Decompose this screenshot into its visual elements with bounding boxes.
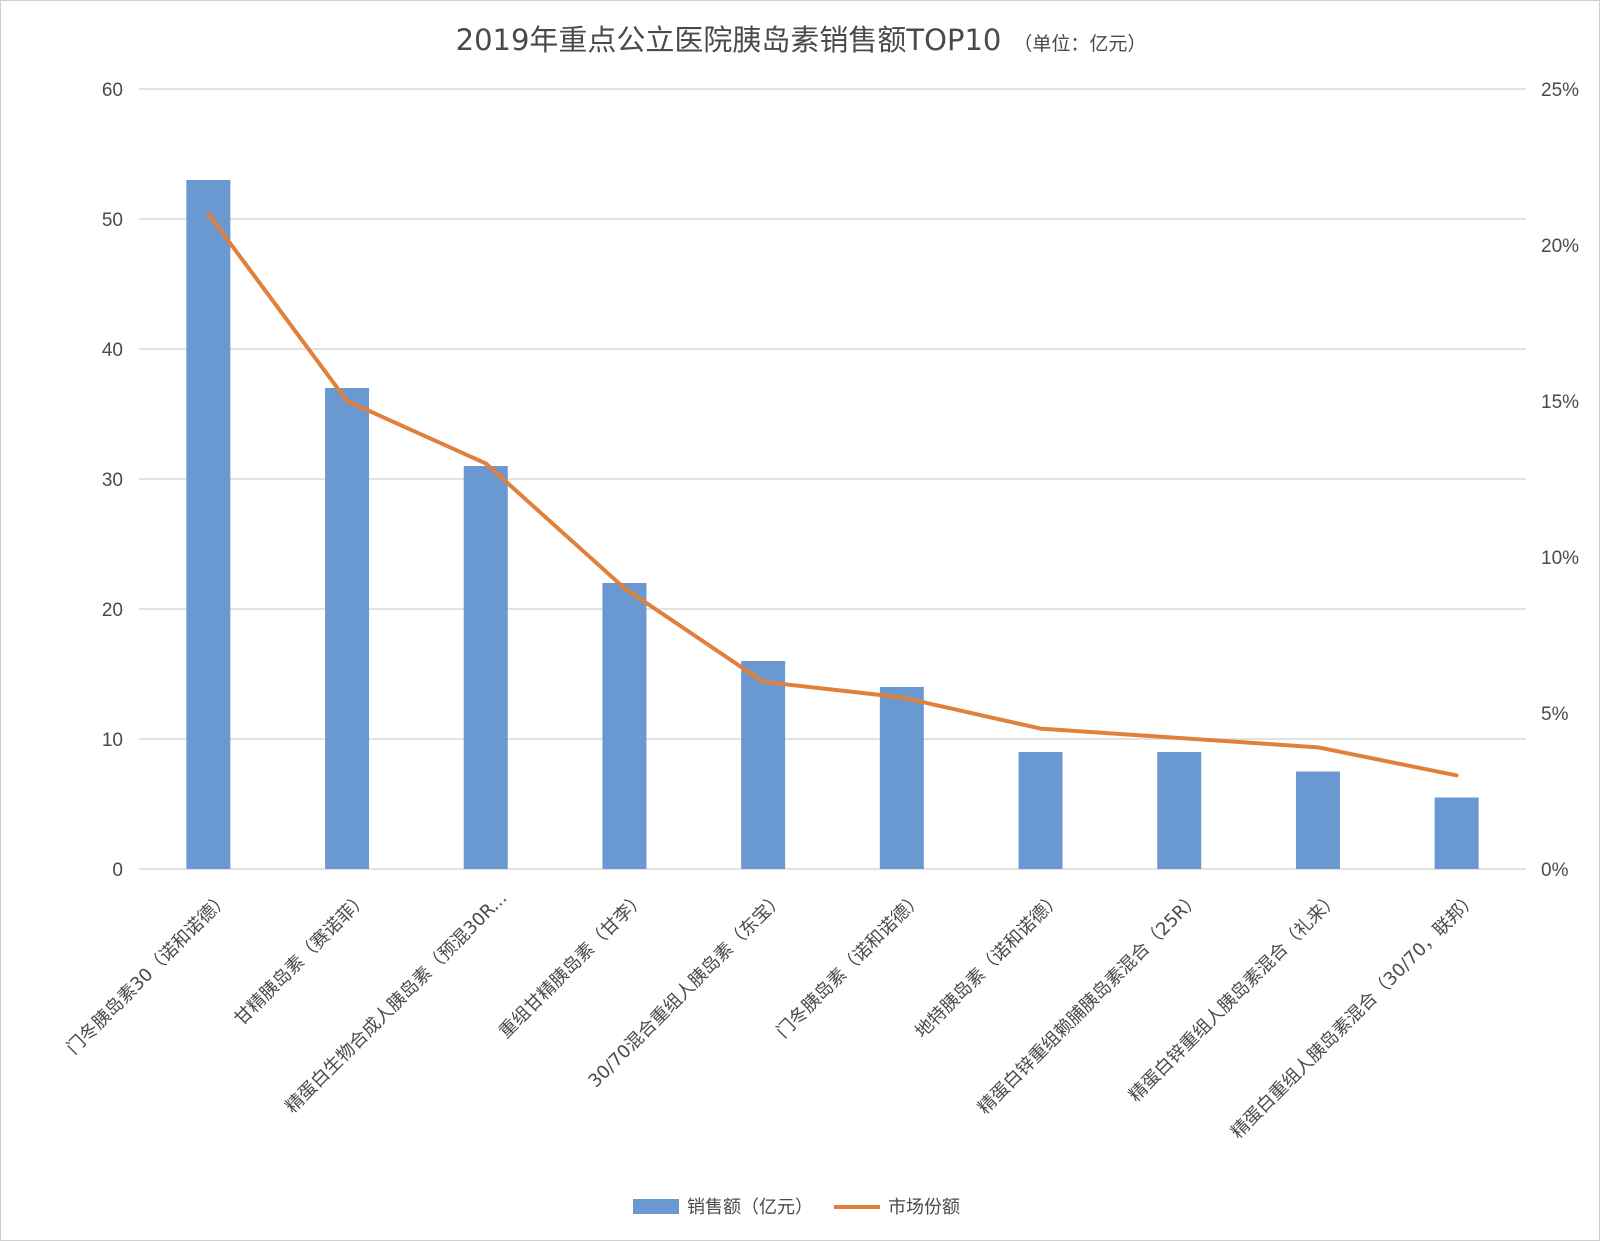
right-tick-label: 0% (1541, 860, 1569, 881)
bar (325, 388, 370, 869)
legend: 销售额（亿元） 市场份额 (633, 1197, 960, 1218)
legend-swatch-sales (633, 1199, 679, 1214)
share-line (206, 211, 1459, 778)
left-tick-label: 0 (112, 860, 123, 881)
category-label: 门冬胰岛素（诺和诺德） (773, 888, 928, 1043)
bar (879, 687, 924, 869)
left-tick-label: 10 (102, 730, 123, 751)
category-label: 精蛋白锌重组赖脯胰岛素混合（25R） (974, 888, 1205, 1119)
left-tick-label: 60 (102, 80, 123, 101)
svg-text:2019年重点公立医院胰岛素销售额TOP10: 2019年重点公立医院胰岛素销售额TOP10 （单位：亿元） (456, 23, 1147, 57)
category-labels: 门冬胰岛素30（诺和诺德）甘精胰岛素（赛诺菲）精蛋白生物合成人胰岛素（预混30R… (63, 888, 1482, 1143)
right-tick-label: 5% (1541, 704, 1569, 725)
chart-title-unit: （单位：亿元） (1013, 33, 1146, 55)
right-axis: 0% 5% 10% 15% 20% 25% (1541, 80, 1579, 881)
category-label: 甘精胰岛素（赛诺菲） (230, 888, 372, 1030)
chart-title: 2019年重点公立医院胰岛素销售额TOP10 （单位：亿元） (456, 23, 1147, 57)
right-tick-label: 20% (1541, 236, 1579, 257)
right-tick-label: 15% (1541, 392, 1579, 413)
category-label: 精蛋白重组人胰岛素混合（30/70，联邦） (1227, 888, 1482, 1143)
right-tick-label: 10% (1541, 548, 1579, 569)
left-tick-label: 20 (102, 600, 123, 621)
left-axis: 0 10 20 30 40 50 60 (102, 80, 123, 881)
left-tick-label: 40 (102, 340, 123, 361)
bar-series (186, 180, 1479, 869)
category-label: 门冬胰岛素30（诺和诺德） (63, 888, 234, 1059)
bar (1157, 752, 1202, 869)
category-label: 地特胰岛素（诺和诺德） (911, 888, 1066, 1043)
category-label: 精蛋白生物合成人胰岛素（预混30R... (282, 888, 512, 1118)
legend-label-share: 市场份额 (888, 1197, 960, 1218)
bar (741, 661, 786, 869)
bar (602, 583, 647, 869)
bar (186, 180, 231, 869)
bar (463, 466, 508, 869)
gridlines (139, 88, 1526, 870)
bar (1434, 797, 1479, 869)
left-tick-label: 30 (102, 470, 123, 491)
bar (1295, 771, 1340, 869)
chart-title-main: 2019年重点公立医院胰岛素销售额TOP10 (456, 23, 1002, 57)
legend-label-sales: 销售额（亿元） (687, 1197, 813, 1218)
category-label: 重组甘精胰岛素（甘李） (495, 888, 650, 1043)
left-tick-label: 50 (102, 210, 123, 231)
right-tick-label: 25% (1541, 80, 1579, 101)
line-series (206, 211, 1459, 778)
bar (1018, 752, 1063, 869)
